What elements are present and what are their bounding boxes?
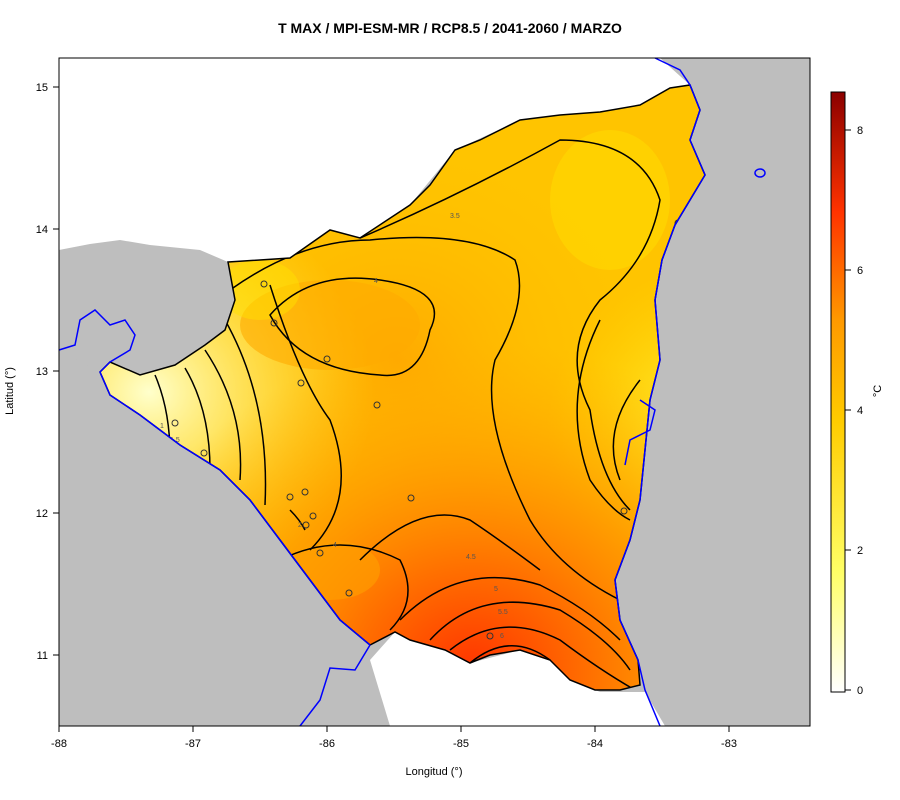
y-tick-label: 15	[36, 82, 48, 94]
coastline	[58, 57, 766, 727]
station-points	[162, 219, 682, 640]
contour-label: 1	[160, 423, 164, 430]
contour-label: 6	[500, 633, 504, 640]
contour-label: 4	[374, 278, 378, 285]
y-tick-label: 13	[36, 366, 48, 378]
x-tick-label: -84	[587, 738, 603, 750]
contour-label: 3.5	[450, 213, 460, 220]
x-tick-label: -87	[185, 738, 201, 750]
y-tick-label: 11	[37, 650, 48, 662]
colorbar-tick-label: 0	[857, 685, 863, 697]
colorbar-tick-label: 8	[857, 125, 863, 137]
x-axis-ticks	[58, 726, 730, 732]
y-axis-labels: 11 12 13 14 15	[36, 82, 48, 662]
colorbar-unit: °C	[872, 384, 885, 398]
contour-label: 4	[333, 542, 337, 549]
map-title: T MAX / MPI-ESM-MR / RCP8.5 / 2041-2060 …	[278, 20, 622, 36]
y-axis-ticks	[53, 86, 59, 656]
x-tick-label: -83	[721, 738, 737, 750]
contour-lines	[154, 139, 661, 690]
colorbar-tick-label: 2	[857, 545, 863, 557]
colorbar-labels: 0 2 4 6 8	[857, 125, 863, 697]
contour-label: 4.5	[466, 554, 476, 561]
contour-label: 5.5	[498, 609, 508, 616]
contour-label: 2	[298, 522, 302, 529]
x-tick-label: -86	[319, 738, 335, 750]
x-axis-title: Longitud (°)	[405, 766, 463, 778]
y-tick-label: 12	[36, 508, 48, 520]
x-axis-labels: -88 -87 -86 -85 -84 -83	[51, 738, 737, 750]
y-tick-label: 14	[36, 224, 48, 236]
y-axis-title: Latitud (°)	[4, 367, 16, 415]
colorbar-tick-label: 4	[857, 405, 863, 417]
colorbar-ticks	[845, 129, 851, 691]
colorbar-tick-label: 6	[857, 265, 863, 277]
colorbar	[830, 91, 846, 693]
plot-frame	[58, 57, 811, 727]
x-tick-label: -88	[51, 738, 67, 750]
x-tick-label: -85	[453, 738, 469, 750]
contour-label: 5	[494, 586, 498, 593]
